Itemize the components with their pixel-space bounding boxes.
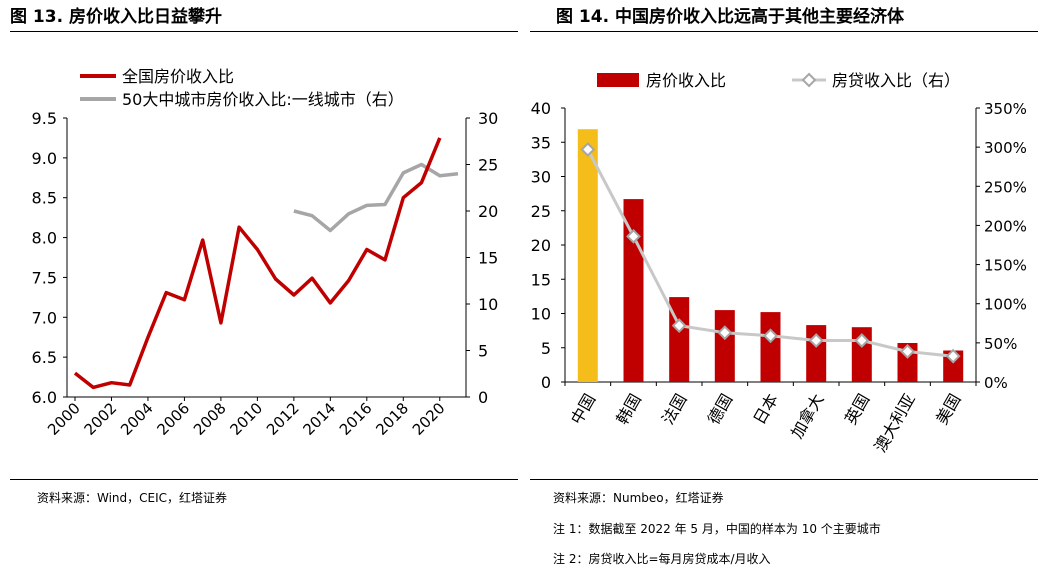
right-chart-marker-1 — [626, 228, 641, 244]
left-chart-series-line-national — [73, 137, 442, 390]
right-chart-marker-2 — [671, 318, 687, 334]
right-chart-marker-7 — [900, 344, 915, 359]
right-chart-y-right-tick-label: 50% — [984, 335, 1017, 353]
right-chart-y-right-tick-label: 200% — [984, 217, 1027, 235]
right-chart-category-label: 日本 — [750, 391, 782, 428]
right-chart-legend-marker — [801, 72, 817, 88]
right-chart-category-label: 德国 — [704, 391, 736, 428]
right-chart-y-left-tick-label: 25 — [531, 202, 551, 221]
right-chart-y-right-tick-label: 150% — [984, 257, 1027, 275]
right-chart-marker-8 — [945, 348, 961, 364]
right-chart-y-left-tick-label: 30 — [531, 168, 551, 187]
left-chart-y-right-tick-label: 5 — [478, 342, 488, 361]
left-chart-x-tick-label: 2008 — [190, 399, 230, 439]
right-chart-y-left-tick-label: 35 — [531, 133, 551, 152]
right-chart-category-label: 法国 — [658, 391, 690, 428]
left-chart-x-tick-label: 2010 — [226, 399, 266, 439]
right-chart-category-label: 澳大利亚 — [871, 391, 919, 456]
left-chart-series-line-tier1 — [293, 162, 459, 233]
left-chart-y-left-tick-label: 8.5 — [32, 189, 57, 208]
right-chart-y-left-tick-label: 40 — [531, 99, 551, 118]
right-chart-category-label: 英国 — [841, 391, 873, 428]
left-chart-y-left-tick-label: 9.5 — [32, 109, 57, 128]
right-chart-category-label: 韩国 — [613, 391, 645, 428]
left-chart-legend-label-national: 全国房价收入比 — [122, 67, 234, 86]
left-chart-x-tick-label: 2012 — [263, 399, 303, 439]
right-chart-y-right-tick-label: 250% — [984, 178, 1027, 196]
right-chart-y-left-tick-label: 20 — [531, 236, 551, 255]
figure-14-note-2: 注 2：房贷收入比=每月房贷成本/月收入 — [553, 552, 771, 566]
right-chart-bar-1 — [623, 199, 644, 382]
right-chart-bar-3 — [714, 310, 735, 382]
right-chart-bar-0 — [577, 129, 598, 382]
left-chart-y-left-tick-label: 8.0 — [32, 229, 57, 248]
left-chart-legend-label-tier1: 50大中城市房价收入比:一线城市（右） — [122, 90, 404, 109]
right-chart-y-left-tick-label: 0 — [541, 373, 551, 392]
right-chart-y-right-tick-label: 300% — [984, 139, 1027, 157]
right-chart-marker-5 — [808, 333, 824, 348]
right-chart-y-right-tick-label: 100% — [984, 296, 1027, 314]
right-chart-legend-label-line: 房贷收入比（右） — [832, 71, 960, 90]
left-chart-y-right-tick-label: 20 — [478, 202, 498, 221]
left-chart-y-right-tick-label: 15 — [478, 249, 498, 268]
right-chart-marker-6 — [854, 333, 870, 348]
right-chart-category-label: 美国 — [932, 391, 964, 428]
left-chart-x-tick-label: 2014 — [299, 399, 339, 439]
right-chart-marker-0 — [580, 142, 596, 157]
right-chart-y-left-tick-label: 5 — [541, 339, 551, 358]
right-chart-bar-4 — [760, 312, 781, 382]
left-chart-x-tick-label: 2020 — [409, 399, 449, 439]
right-chart-y-right-tick-label: 0% — [984, 374, 1008, 392]
figure-14-title: 图 14. 中国房价收入比远高于其他主要经济体 — [556, 7, 904, 27]
left-chart-y-left-tick-label: 6.0 — [32, 388, 57, 407]
right-chart-marker-4 — [763, 328, 778, 344]
left-chart-y-right-tick-label: 10 — [478, 295, 498, 314]
left-chart-x-tick-label: 2018 — [372, 399, 412, 439]
left-chart-y-right-tick-label: 25 — [478, 156, 498, 175]
right-chart-marker-3 — [717, 325, 733, 341]
figure-14-source: 资料来源：Numbeo，红塔证券 — [553, 491, 724, 505]
figure-14-top-rule — [530, 31, 1038, 32]
left-chart-y-left-tick-label: 7.5 — [32, 268, 57, 287]
figure-13-title: 图 13. 房价收入比日益攀升 — [10, 7, 222, 27]
right-chart-y-right-tick-label: 350% — [984, 100, 1027, 118]
left-chart-y-right-tick-label: 30 — [478, 109, 498, 128]
right-chart-category-label: 加拿大 — [787, 391, 827, 442]
right-chart-y-left-tick-label: 10 — [531, 305, 551, 324]
figure-13-top-rule — [10, 31, 518, 32]
left-chart-y-left-tick-label: 6.5 — [32, 348, 57, 367]
right-chart-legend-swatch-bars — [597, 73, 639, 87]
figure-13-bottom-rule — [10, 479, 518, 480]
left-chart-y-right-tick-label: 0 — [478, 388, 488, 407]
left-chart-y-left-tick-label: 7.0 — [32, 308, 57, 327]
figure-14-note-1: 注 1：数据截至 2022 年 5 月，中国的样本为 10 个主要城市 — [553, 522, 881, 536]
right-chart-legend-label-bars: 房价收入比 — [646, 71, 726, 90]
right-chart-category-label: 中国 — [567, 391, 599, 428]
left-chart-x-tick-label: 2006 — [154, 399, 194, 439]
figure-14-bottom-rule — [530, 479, 1038, 480]
left-chart-x-tick-label: 2016 — [336, 399, 376, 439]
right-chart-y-left-tick-label: 15 — [531, 270, 551, 289]
figure-13-source: 资料来源：Wind，CEIC，红塔证券 — [37, 491, 228, 505]
left-chart-y-left-tick-label: 9.0 — [32, 149, 57, 168]
left-chart-x-tick-label: 2004 — [117, 399, 157, 439]
left-chart-x-tick-label: 2002 — [81, 399, 121, 439]
